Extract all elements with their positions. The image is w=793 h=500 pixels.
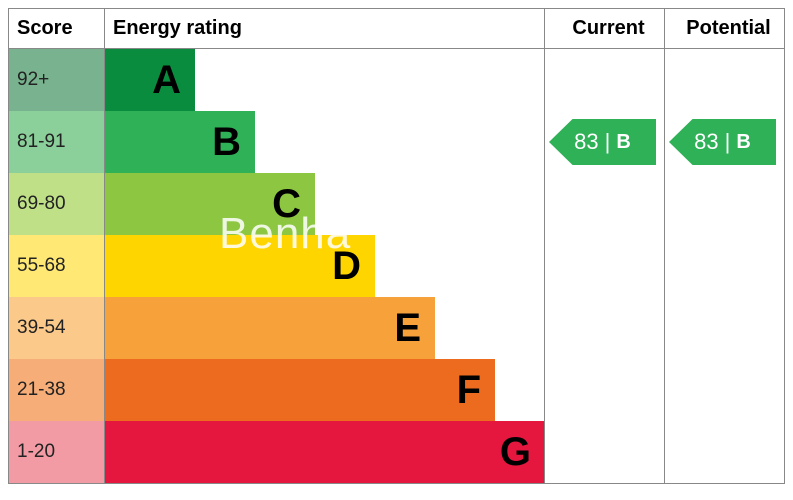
rows-container: 92+A81-91B83|B83|B69-80C55-68D39-54E21-3… <box>9 49 784 483</box>
rating-letter: B <box>212 120 241 165</box>
rating-row-g: 1-20 G <box>9 421 784 483</box>
rating-cell: E <box>105 297 544 359</box>
epc-chart: Score Energy rating Current Potential 92… <box>8 8 785 484</box>
potential-cell <box>664 297 784 359</box>
rating-letter: E <box>394 306 421 351</box>
potential-cell <box>664 359 784 421</box>
score-range: 21-38 <box>9 359 105 421</box>
arrow-value: 83 <box>694 129 718 155</box>
header-potential: Potential <box>664 9 784 48</box>
rating-bar-d: D <box>105 235 375 297</box>
header-score: Score <box>9 9 105 48</box>
current-cell <box>544 297 664 359</box>
arrow-letter: B <box>616 131 630 154</box>
score-range: 55-68 <box>9 235 105 297</box>
score-range: 92+ <box>9 49 105 111</box>
score-range: 81-91 <box>9 111 105 173</box>
current-arrow-label: 83 |B <box>574 129 631 155</box>
score-range: 1-20 <box>9 421 105 483</box>
arrow-letter: B <box>736 131 750 154</box>
potential-cell <box>664 49 784 111</box>
potential-cell <box>664 235 784 297</box>
rating-letter: D <box>332 244 361 289</box>
rating-letter: C <box>272 182 301 227</box>
rating-cell: G <box>105 421 544 483</box>
rating-cell: C <box>105 173 544 235</box>
rating-cell: B <box>105 111 544 173</box>
rating-bar-b: B <box>105 111 255 173</box>
current-cell <box>544 49 664 111</box>
rating-row-b: 81-91B83|B83|B <box>9 111 784 173</box>
rating-bar-f: F <box>105 359 495 421</box>
current-cell <box>544 359 664 421</box>
rating-bar-g: G <box>105 421 545 483</box>
rating-bar-e: E <box>105 297 435 359</box>
rating-cell: A <box>105 49 544 111</box>
rating-cell: F <box>105 359 544 421</box>
rating-row-c: 69-80 C <box>9 173 784 235</box>
current-cell <box>544 173 664 235</box>
rating-row-f: 21-38 F <box>9 359 784 421</box>
rating-letter: F <box>457 368 481 413</box>
rating-bar-a: A <box>105 49 195 111</box>
rating-row-e: 39-54 E <box>9 297 784 359</box>
arrow-value: 83 <box>574 129 598 155</box>
header-rating: Energy rating <box>105 9 544 48</box>
header-current: Current <box>544 9 664 48</box>
arrow-separator: | <box>725 129 731 155</box>
potential-cell: 83 |B <box>664 111 784 173</box>
potential-arrow-label: 83 |B <box>694 129 751 155</box>
current-cell: 83 |B <box>544 111 664 173</box>
arrow-separator: | <box>605 129 611 155</box>
rating-letter: A <box>152 58 181 103</box>
score-range: 69-80 <box>9 173 105 235</box>
score-range: 39-54 <box>9 297 105 359</box>
potential-cell <box>664 421 784 483</box>
rating-letter: G <box>500 430 531 475</box>
current-arrow: 83 |B <box>549 119 656 165</box>
rating-row-a: 92+ A <box>9 49 784 111</box>
rating-bar-c: C <box>105 173 315 235</box>
potential-cell <box>664 173 784 235</box>
potential-arrow: 83 |B <box>669 119 776 165</box>
rating-row-d: 55-68 D <box>9 235 784 297</box>
rating-cell: D <box>105 235 544 297</box>
current-cell <box>544 421 664 483</box>
header-row: Score Energy rating Current Potential <box>9 9 784 49</box>
current-cell <box>544 235 664 297</box>
